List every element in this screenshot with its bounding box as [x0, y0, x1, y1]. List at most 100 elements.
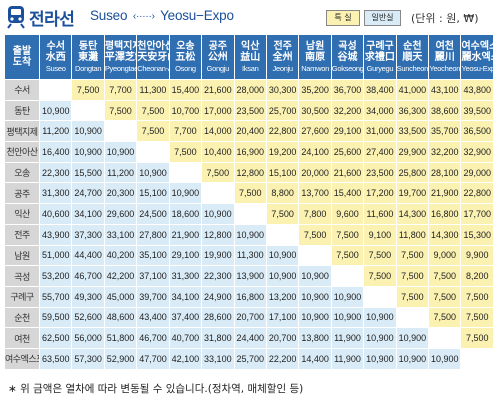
- fare-cell-normal: 40,600: [38, 203, 73, 225]
- fare-cell-normal: 10,900: [330, 306, 365, 329]
- row-header: 공주: [4, 182, 40, 205]
- fare-cell-special: 13,700: [298, 182, 332, 205]
- fare-cell-special: 21,600: [330, 161, 365, 184]
- table-row: 천안아산 16,400 10,900 10,900 7,500 10,400 16,900 1…: [4, 141, 494, 163]
- fare-cell-special: 30,500: [298, 99, 332, 122]
- column-header-l1: 순천: [403, 40, 422, 52]
- fare-cell-normal: 10,900: [395, 347, 430, 370]
- fare-cell-special: 7,500: [103, 99, 138, 122]
- column-header-l1: 평택지제: [104, 40, 135, 52]
- fare-cell-special: 7,500: [330, 223, 365, 246]
- fare-cell-normal: 52,600: [71, 306, 105, 329]
- fare-cell-normal: 39,700: [136, 285, 170, 308]
- fare-cell-normal: 14,400: [298, 347, 332, 370]
- fare-cell-special: 36,700: [330, 79, 365, 101]
- fare-cell-special: 7,500: [460, 327, 494, 349]
- fare-cell-normal: 13,900: [233, 265, 267, 287]
- table-cell-empty: [298, 244, 332, 267]
- fare-cell-special: 15,100: [265, 161, 300, 184]
- column-header: 남원 南原 Namwon: [298, 34, 332, 80]
- table-row: 순천 59,500 52,600 48,600 43,400 37,400 28,600 20…: [4, 306, 494, 329]
- fare-cell-special: 23,500: [363, 161, 397, 184]
- fare-cell-normal: 20,300: [103, 182, 138, 205]
- column-header: 익산 益山 Iksan: [233, 34, 267, 80]
- fare-cell-normal: 11,900: [330, 327, 365, 349]
- fare-cell-special: 7,500: [428, 265, 462, 287]
- column-header: 여천 麗川 Yeocheon: [428, 34, 462, 80]
- fare-cell-special: 14,300: [428, 223, 462, 246]
- fare-cell-special: 7,500: [298, 223, 332, 246]
- fare-cell-special: 11,800: [395, 223, 430, 246]
- route-label: Suseo ‹·····› Yeosu−Expo: [90, 8, 234, 23]
- table-row: 오송 22,300 15,500 11,200 10,900 7,500 12,800 15,…: [4, 161, 494, 184]
- fare-cell-special: 7,700: [103, 79, 138, 101]
- column-header: 구례구 求禮口 Guryegu: [363, 34, 397, 80]
- column-header: 평택지제平澤芝制Pyeongtaek Jije: [103, 34, 138, 80]
- row-header: 순천: [4, 306, 40, 329]
- column-header-l2: 谷城: [337, 51, 358, 63]
- column-header-l1: 곡성: [338, 40, 357, 52]
- page-title: 전라선: [29, 10, 75, 30]
- fare-cell-special: 7,500: [201, 161, 235, 184]
- fare-cell-normal: 51,000: [38, 244, 73, 267]
- table-cell-empty: [233, 203, 267, 225]
- fare-cell-normal: 13,200: [265, 285, 300, 308]
- row-header: 남원: [4, 244, 40, 267]
- fare-cell-special: 25,800: [395, 161, 430, 184]
- row-header: 수서: [4, 79, 40, 101]
- table-cell-empty: [330, 265, 365, 287]
- fare-cell-special: 17,200: [363, 182, 397, 205]
- fare-cell-special: 7,500: [136, 120, 170, 143]
- fare-cell-normal: 16,400: [38, 141, 73, 163]
- fare-cell-special: 27,400: [363, 141, 397, 163]
- fare-cell-normal: 20,700: [265, 327, 300, 349]
- fare-cell-normal: 11,200: [103, 161, 138, 184]
- fare-cell-special: 28,000: [233, 79, 267, 101]
- column-header: 오송 五松 Osong: [168, 34, 203, 80]
- column-header-l1: 구례구: [366, 40, 394, 52]
- fare-cell-normal: 43,400: [136, 306, 170, 329]
- fare-cell-normal: 53,200: [38, 265, 73, 287]
- fare-cell-special: 43,100: [428, 79, 462, 101]
- table-header-row: 출발 도착 수서水西Suseo동탄東灘Dongtan평택지제平澤芝制Pyeong…: [4, 34, 494, 80]
- fare-cell-special: 41,000: [395, 79, 430, 101]
- column-header-l3: Namwon: [301, 63, 329, 73]
- fare-cell-normal: 45,000: [103, 285, 138, 308]
- train-icon: [7, 6, 25, 29]
- route-to: Yeosu−Expo: [160, 8, 234, 23]
- fare-cell-normal: 37,100: [136, 265, 170, 287]
- table-row: 익산 40,600 34,100 29,600 24,500 18,600 10,900 7,…: [4, 203, 494, 225]
- fare-cell-normal: 34,100: [71, 203, 105, 225]
- column-header-l2: 五松: [175, 51, 196, 63]
- fare-cell-special: 32,200: [428, 141, 462, 163]
- fare-cell-normal: 11,900: [330, 347, 365, 370]
- column-header-l3: Pyeongtaek Jije: [104, 63, 135, 73]
- fare-cell-special: 17,700: [460, 203, 494, 225]
- fare-cell-special: 8,200: [460, 265, 494, 287]
- fare-cell-normal: 20,700: [233, 306, 267, 329]
- fare-cell-normal: 55,700: [38, 285, 73, 308]
- fare-cell-special: 38,600: [428, 99, 462, 122]
- column-header-l2: 麗水엑스포: [461, 51, 493, 63]
- column-header-l3: Jeonju: [272, 63, 294, 73]
- footnote: ∗ 위 금액은 열차에 따라 변동될 수 있습니다.(정차역, 매체할인 등): [8, 383, 304, 395]
- fare-cell-special: 7,500: [428, 285, 462, 308]
- fare-cell-normal: 27,800: [136, 223, 170, 246]
- fare-cell-special: 19,200: [265, 141, 300, 163]
- table-row: 구례구 55,700 49,300 45,000 39,700 34,100 24,900 1…: [4, 285, 494, 308]
- fare-cell-normal: 10,900: [363, 327, 397, 349]
- fare-cell-special: 32,900: [460, 141, 494, 163]
- fare-cell-normal: 10,900: [168, 182, 203, 205]
- column-header-l3: Iksan: [242, 63, 259, 73]
- fare-cell-special: 11,300: [136, 79, 170, 101]
- fare-cell-special: 9,600: [330, 203, 365, 225]
- column-header-l3: Gongju: [206, 63, 230, 73]
- row-header: 익산: [4, 203, 40, 225]
- fare-cell-special: 16,900: [233, 141, 267, 163]
- fare-cell-special: 7,500: [71, 79, 105, 101]
- corner-departure: 출발: [12, 46, 32, 57]
- fare-cell-normal: 35,100: [136, 244, 170, 267]
- fare-cell-special: 7,700: [168, 120, 203, 143]
- fare-cell-special: 22,800: [460, 182, 494, 205]
- table-row: 공주 31,300 24,700 20,300 15,100 10,900 7,500 8,8…: [4, 182, 494, 205]
